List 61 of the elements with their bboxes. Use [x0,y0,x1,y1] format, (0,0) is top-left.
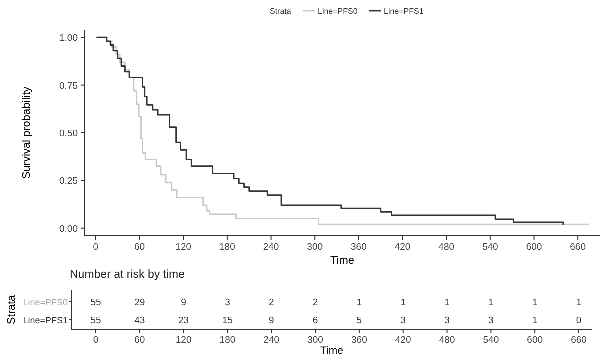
x-tick-label: 120 [176,335,192,346]
data-label: 2 [268,298,274,308]
data-label: 43 [134,316,146,326]
data-label: 2 [312,298,318,308]
data-label: 23 [178,316,190,326]
data-label: 3 [400,316,406,326]
data-label: 29 [134,298,146,308]
x-tick-label: 180 [220,242,236,253]
y-axis-title: Survival probability [21,86,33,180]
y-tick-label: 0.00 [60,224,78,235]
x-tick-label: 660 [570,242,586,253]
x-tick-label: 360 [352,335,368,346]
data-label: 9 [268,316,274,326]
data-label: 15 [222,316,234,326]
x-tick-label: 420 [394,242,411,253]
x-tick-label: 540 [483,335,500,346]
y-tick-label: 0.75 [60,80,78,92]
x-tick-label: 660 [571,335,587,346]
data-label: 1 [444,298,450,308]
legend-label: Line=PFS0 [318,7,358,16]
x-axis-title: Time [320,345,344,354]
x-tick-label: 60 [134,242,146,253]
data-label: 3 [488,316,494,326]
x-tick-label: 480 [438,242,455,253]
data-label: 6 [312,316,318,326]
x-tick-label: 60 [134,335,146,346]
data-label: 1 [400,298,406,308]
x-tick-label: 300 [307,242,324,253]
data-label: 1 [488,298,494,308]
x-tick-label: 600 [527,335,544,346]
data-label: 55 [90,316,102,326]
data-label: 1 [356,298,362,308]
legend-title: Strata [270,7,292,16]
chart-title: Number at risk by time [70,269,186,281]
data-label: 1 [576,298,582,308]
x-axis-title: Time [330,255,355,267]
data-label: 0 [576,316,582,326]
x-tick-label: 240 [263,242,280,253]
x-tick-label: 600 [526,242,542,253]
data-label: 1 [532,298,538,308]
x-tick-label: 420 [395,335,412,346]
legend-label: Line=PFS1 [384,7,424,16]
data-label: 55 [90,298,102,308]
x-tick-label: 240 [264,335,280,346]
x-tick-label: 360 [351,242,367,253]
data-label: 1 [532,316,538,326]
x-tick-label: 480 [439,335,456,346]
y-axis-title: Strata [6,294,18,325]
data-label: 5 [356,316,362,326]
x-tick-label: 180 [220,335,236,346]
data-label: 3 [444,316,450,326]
y-tick-label: 0.25 [60,176,78,188]
y-tick-label: 0.50 [60,128,78,140]
data-label: 9 [181,298,186,308]
x-tick-label: 540 [482,242,498,253]
x-tick-label: 0 [93,242,99,253]
x-tick-label: 300 [308,335,324,346]
x-tick-label: 0 [93,335,99,346]
x-tick-label: 120 [176,242,192,253]
data-label: 3 [225,298,230,308]
y-tick-label: 1.00 [60,33,78,44]
